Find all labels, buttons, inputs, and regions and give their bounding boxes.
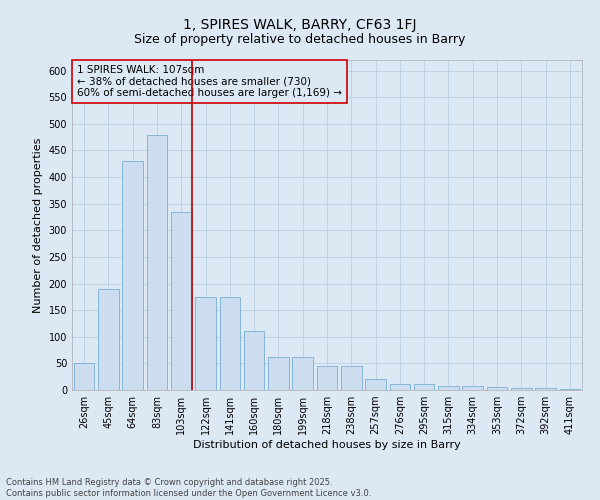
Y-axis label: Number of detached properties: Number of detached properties <box>33 138 43 312</box>
Text: 1 SPIRES WALK: 107sqm
← 38% of detached houses are smaller (730)
60% of semi-det: 1 SPIRES WALK: 107sqm ← 38% of detached … <box>77 65 342 98</box>
Bar <box>438 386 459 390</box>
Bar <box>365 380 386 390</box>
Bar <box>244 332 265 390</box>
Bar <box>220 297 240 390</box>
Bar <box>389 384 410 390</box>
Text: 1, SPIRES WALK, BARRY, CF63 1FJ: 1, SPIRES WALK, BARRY, CF63 1FJ <box>183 18 417 32</box>
Bar <box>463 386 483 390</box>
Bar <box>146 134 167 390</box>
Text: Size of property relative to detached houses in Barry: Size of property relative to detached ho… <box>134 32 466 46</box>
Bar <box>535 388 556 390</box>
Bar <box>560 389 580 390</box>
Bar <box>195 297 216 390</box>
Bar <box>122 161 143 390</box>
Bar <box>74 364 94 390</box>
Bar <box>98 289 119 390</box>
Bar <box>171 212 191 390</box>
Bar <box>317 366 337 390</box>
X-axis label: Distribution of detached houses by size in Barry: Distribution of detached houses by size … <box>193 440 461 450</box>
Text: Contains HM Land Registry data © Crown copyright and database right 2025.
Contai: Contains HM Land Registry data © Crown c… <box>6 478 371 498</box>
Bar <box>292 357 313 390</box>
Bar <box>487 388 508 390</box>
Bar <box>268 357 289 390</box>
Bar <box>341 366 362 390</box>
Bar <box>511 388 532 390</box>
Bar <box>414 384 434 390</box>
